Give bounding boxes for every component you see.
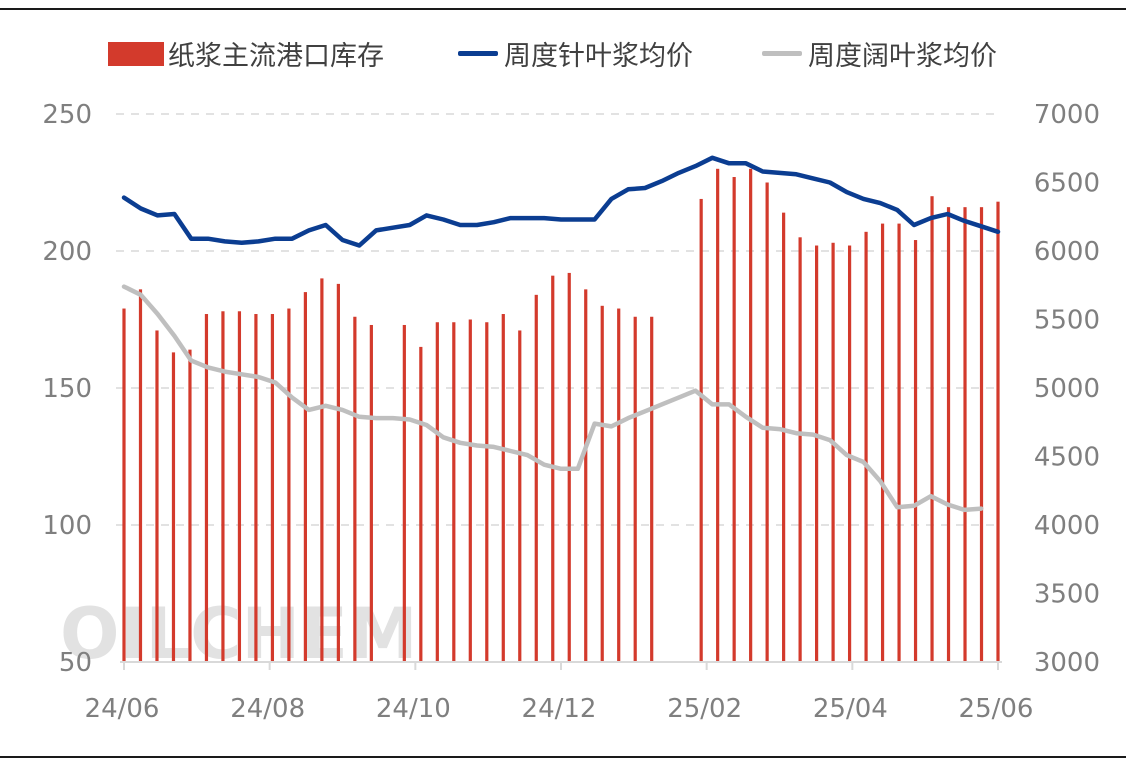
inventory-bar <box>847 245 852 662</box>
inventory-bar <box>485 322 489 662</box>
inventory-bar <box>749 168 753 663</box>
inventory-bar <box>270 314 275 662</box>
legend-swatch-inventory <box>108 41 164 66</box>
legend: 纸浆主流港口库存 周度针叶浆均价 周度阔叶浆均价 <box>0 34 1126 74</box>
inventory-bar <box>452 322 456 662</box>
legend-item-softwood: 周度针叶浆均价 <box>458 34 693 73</box>
legend-swatch-hardwood <box>762 51 802 56</box>
inventory-bar <box>204 314 209 662</box>
inventory-bar <box>716 168 720 663</box>
bottom-rule <box>0 756 1126 758</box>
inventory-bar <box>617 308 621 662</box>
axes: 50 100 150 200 250 3000 3500 4000 4500 5000 5500 60… <box>42 100 1100 724</box>
price-lines <box>121 155 1001 513</box>
inventory-bar <box>831 242 835 662</box>
softwood-price-line <box>121 155 1001 248</box>
inventory-bar <box>320 278 324 662</box>
legend-swatch-softwood <box>458 51 498 56</box>
inventory-bar <box>979 207 984 662</box>
inventory-bar <box>732 177 736 662</box>
inventory-bar <box>402 324 406 662</box>
inventory-bar <box>138 289 143 662</box>
inventory-bar <box>188 349 192 662</box>
right-axis-tick-label: 4000 <box>1034 511 1100 541</box>
top-rule <box>0 8 1126 10</box>
inventory-bar <box>336 283 340 662</box>
inventory-bar <box>501 314 505 662</box>
inventory-bar <box>765 182 769 662</box>
legend-label-inventory: 纸浆主流港口库存 <box>168 41 384 72</box>
hardwood-price-line <box>121 284 984 513</box>
inventory-bar <box>913 240 918 663</box>
inventory-bar <box>435 322 439 662</box>
inventory-bar <box>237 311 242 662</box>
x-axis-tick-label: 25/02 <box>667 694 742 724</box>
right-axis-tick-label: 3500 <box>1034 580 1100 610</box>
x-axis-tick-label: 24/10 <box>376 694 451 724</box>
x-axis-tick-label: 24/12 <box>522 694 597 724</box>
right-axis-tick-label: 4500 <box>1034 443 1100 473</box>
inventory-bar <box>468 319 472 662</box>
inventory-bar <box>946 207 951 662</box>
inventory-bar <box>254 314 258 662</box>
inventory-bar <box>369 324 373 662</box>
inventory-bar <box>897 223 901 662</box>
x-axis-tick-label: 24/06 <box>85 694 160 724</box>
right-axis-tick-label: 7000 <box>1034 100 1100 130</box>
legend-label-softwood: 周度针叶浆均价 <box>504 41 693 72</box>
left-axis-tick-label: 200 <box>42 237 92 267</box>
inventory-bars <box>122 168 1000 663</box>
inventory-bar <box>419 346 423 662</box>
left-axis-tick-label: 150 <box>42 374 92 404</box>
inventory-bar <box>584 289 588 662</box>
legend-label-hardwood: 周度阔叶浆均价 <box>808 41 997 72</box>
inventory-bar <box>221 311 225 662</box>
inventory-bar <box>171 352 176 662</box>
inventory-bar <box>518 330 522 662</box>
inventory-bar <box>798 237 802 663</box>
inventory-bar <box>122 308 126 662</box>
inventory-bar <box>963 207 967 662</box>
right-axis-tick-label: 6500 <box>1034 169 1100 199</box>
legend-item-hardwood: 周度阔叶浆均价 <box>762 34 997 73</box>
inventory-bar <box>815 245 819 662</box>
inventory-bar <box>600 305 604 662</box>
legend-item-inventory: 纸浆主流港口库存 <box>108 34 384 73</box>
left-axis-tick-label: 50 <box>59 648 92 678</box>
inventory-bar <box>534 294 538 662</box>
right-axis-tick-label: 3000 <box>1034 648 1100 678</box>
inventory-bar <box>996 201 1000 662</box>
inventory-bar <box>650 316 654 662</box>
inventory-bar <box>930 196 934 662</box>
x-axis-tick-label: 25/06 <box>959 694 1034 724</box>
inventory-bar <box>699 198 703 662</box>
right-axis-tick-label: 5500 <box>1034 306 1100 336</box>
left-axis-tick-label: 250 <box>42 100 92 130</box>
inventory-bar <box>782 212 786 662</box>
x-axis-tick-label: 25/04 <box>813 694 888 724</box>
inventory-bar <box>633 316 637 662</box>
inventory-bar <box>880 223 885 662</box>
inventory-bar <box>287 308 291 662</box>
x-axis-tick-label: 24/08 <box>230 694 305 724</box>
inventory-bar <box>303 292 307 662</box>
inventory-bar <box>155 330 159 662</box>
inventory-bar <box>353 316 357 662</box>
inventory-bar <box>864 231 868 662</box>
right-axis-tick-label: 5000 <box>1034 374 1100 404</box>
left-axis-tick-label: 100 <box>42 511 92 541</box>
right-axis-tick-label: 6000 <box>1034 237 1100 267</box>
